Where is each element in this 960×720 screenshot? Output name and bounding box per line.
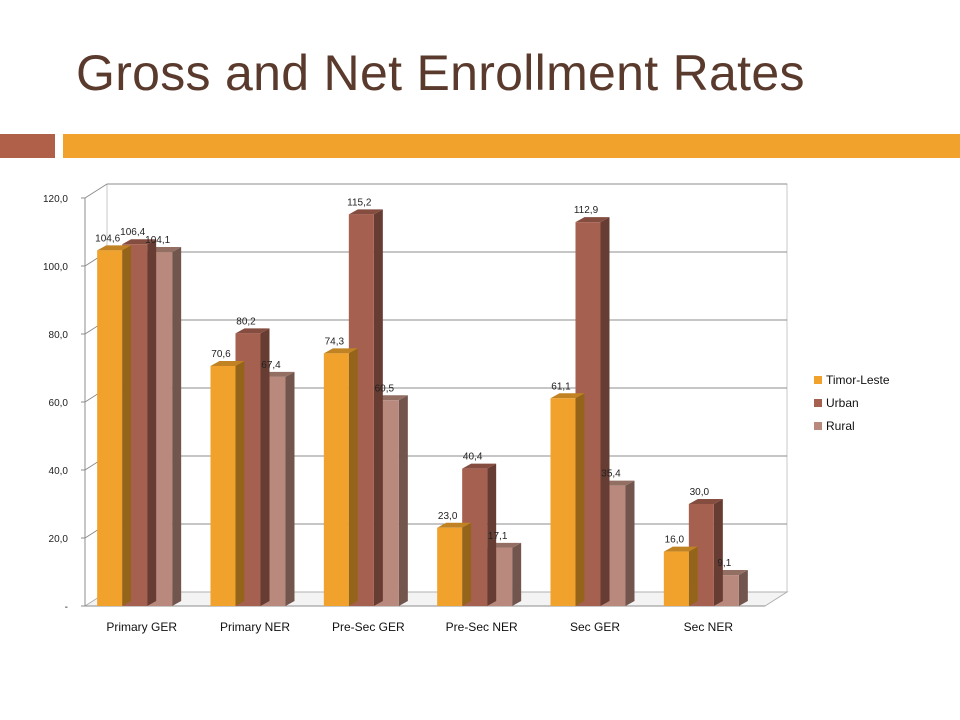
bar-side	[147, 239, 157, 607]
bar	[323, 353, 349, 606]
data-label: 9,1	[717, 558, 731, 569]
bar-side	[688, 546, 698, 606]
bar-side	[348, 348, 358, 606]
data-label: 104,1	[145, 235, 170, 246]
data-label: 61,1	[551, 381, 571, 392]
data-label: 74,3	[325, 336, 345, 347]
x-tick-label: Primary NER	[220, 620, 290, 634]
data-label: 30,0	[690, 487, 710, 498]
data-label: 115,2	[347, 197, 372, 208]
legend-label: Urban	[826, 396, 859, 410]
data-label: 17,1	[488, 531, 508, 542]
x-tick-label: Primary GER	[106, 620, 177, 634]
bar-top	[235, 328, 270, 334]
data-label: 23,0	[438, 511, 458, 522]
y-tick-label: 20,0	[49, 534, 69, 545]
bar-top	[688, 499, 723, 504]
bar-side	[285, 371, 295, 606]
bar	[210, 365, 236, 606]
bar-side	[600, 217, 610, 606]
bar-side	[398, 395, 408, 606]
accent-bar-right	[63, 134, 960, 158]
bar-side	[738, 570, 748, 606]
y-tick-label: 120,0	[43, 194, 68, 205]
y-tick-label: 80,0	[49, 330, 69, 341]
bar-side	[172, 247, 182, 606]
y-tick-label: 60,0	[49, 398, 69, 409]
bar-top	[663, 546, 698, 552]
data-label: 35,4	[601, 469, 621, 480]
bar-top	[210, 360, 245, 366]
bar-side	[487, 463, 497, 606]
bar-side	[373, 209, 383, 606]
x-tick-label: Sec GER	[570, 620, 620, 634]
legend-swatch	[814, 422, 822, 430]
y-tick-label: 100,0	[43, 262, 68, 273]
bar-top	[97, 245, 132, 251]
data-label: 112,9	[574, 205, 599, 216]
bar-top	[462, 463, 497, 469]
bar-top	[437, 522, 472, 528]
bar-top	[122, 239, 157, 245]
bar-top	[323, 348, 358, 354]
bar-side	[575, 393, 585, 606]
enrollment-chart: - 20,0 40,0 60,0 80,0 100,0 120,0 104,6106,4104…	[43, 183, 890, 634]
data-label: 106,4	[120, 227, 145, 238]
bar-side	[462, 522, 472, 606]
bar-side	[713, 499, 723, 606]
bar	[663, 551, 689, 606]
data-label: 80,2	[236, 316, 256, 327]
bar-side	[260, 328, 270, 606]
x-tick-label: Sec NER	[684, 620, 734, 634]
bar	[550, 398, 576, 606]
accent-bar-left	[0, 134, 55, 158]
slide-title: Gross and Net Enrollment Rates	[76, 45, 805, 101]
data-label: 16,0	[665, 535, 685, 546]
bar	[437, 527, 463, 606]
y-tick-label: 40,0	[49, 466, 69, 477]
x-tick-label: Pre-Sec GER	[332, 620, 405, 634]
bar-side	[512, 542, 522, 606]
legend-swatch	[814, 399, 822, 407]
data-label: 67,4	[261, 360, 281, 371]
bar-top	[348, 209, 383, 215]
bar-side	[122, 245, 132, 607]
data-label: 104,6	[95, 233, 120, 244]
bar-side	[235, 360, 245, 606]
legend-label: Timor-Leste	[826, 373, 890, 387]
data-label: 40,4	[463, 452, 483, 463]
legend-swatch	[814, 376, 822, 384]
data-label: 60,5	[375, 383, 395, 394]
y-tick-label: -	[65, 602, 68, 613]
x-tick-label: Pre-Sec NER	[446, 620, 518, 634]
legend-label: Rural	[826, 419, 855, 433]
bar-top	[550, 393, 585, 399]
data-label: 70,6	[211, 349, 231, 360]
bar-side	[625, 480, 635, 606]
bar-top	[575, 217, 610, 223]
bar	[97, 250, 123, 607]
gridline-diagonal	[84, 183, 108, 199]
